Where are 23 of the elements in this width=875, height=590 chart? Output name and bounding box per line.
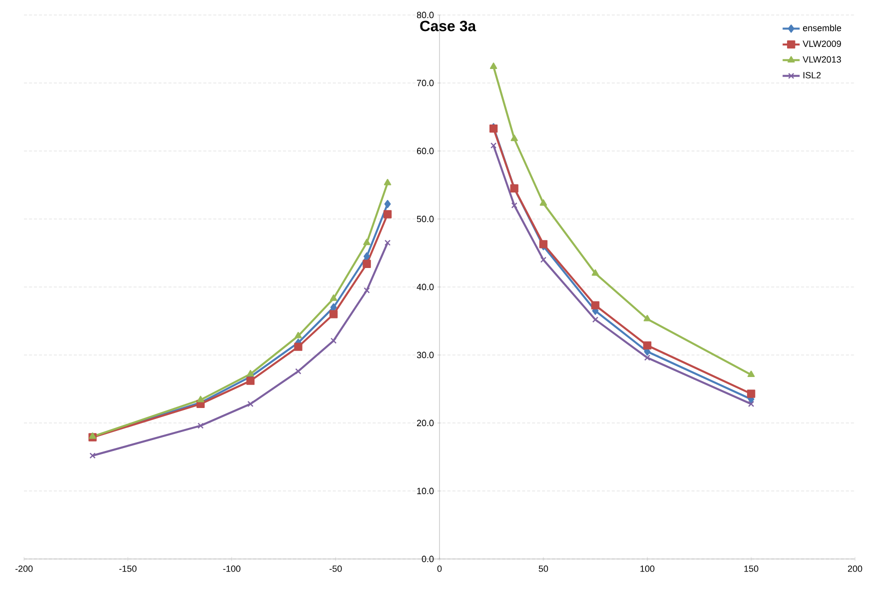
y-tick-label: 20.0: [416, 420, 434, 426]
y-tick-label: 70.0: [416, 80, 434, 86]
x-tick-label: -200: [15, 565, 33, 572]
y-tick-label: 40.0: [416, 284, 434, 290]
x-tick-label: 200: [848, 565, 862, 572]
x-tick-label: -100: [223, 565, 240, 572]
x-tick-label: 150: [744, 565, 758, 572]
x-tick-label: -150: [119, 565, 137, 572]
legend-label: VLW2009: [802, 40, 841, 47]
x-tick-label: 50: [538, 565, 548, 572]
y-tick-label: 50.0: [416, 216, 434, 222]
legend-label: VLW2013: [802, 56, 841, 63]
x-tick-label: 100: [640, 565, 654, 572]
y-tick-label: 30.0: [416, 352, 434, 358]
x-tick-label: 0: [437, 565, 442, 572]
y-tick-label: 80.0: [416, 12, 434, 18]
chart-title: Case 3a: [420, 20, 476, 32]
y-tick-label: 0.0: [422, 556, 434, 562]
y-tick-label: 10.0: [417, 488, 434, 494]
legend-label: ISL2: [803, 72, 821, 78]
x-tick-label: -50: [330, 565, 342, 572]
y-tick-label: 60.0: [416, 148, 434, 154]
legend-label: ensemble: [803, 24, 842, 32]
